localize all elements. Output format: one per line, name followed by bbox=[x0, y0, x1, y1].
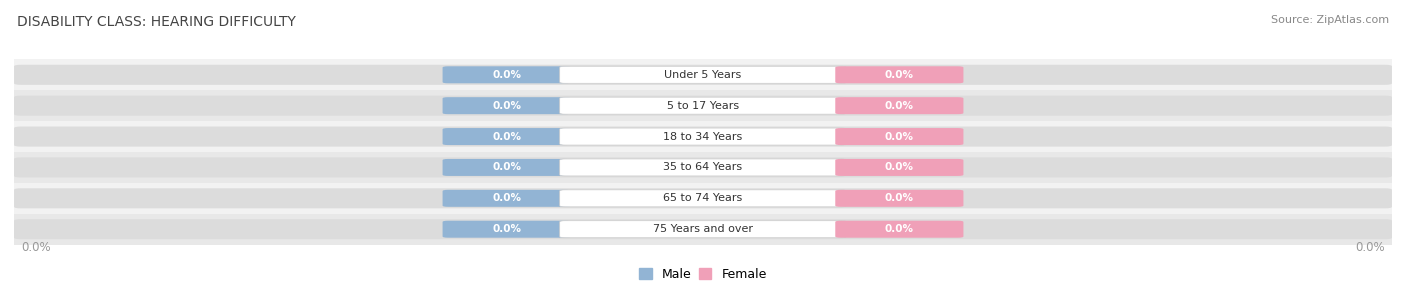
Text: 0.0%: 0.0% bbox=[492, 224, 522, 234]
FancyBboxPatch shape bbox=[443, 128, 571, 145]
Bar bbox=[14, 183, 1392, 214]
Text: 0.0%: 0.0% bbox=[492, 193, 522, 203]
Text: 18 to 34 Years: 18 to 34 Years bbox=[664, 132, 742, 142]
FancyBboxPatch shape bbox=[560, 97, 846, 114]
FancyBboxPatch shape bbox=[14, 157, 1392, 178]
Text: 5 to 17 Years: 5 to 17 Years bbox=[666, 101, 740, 111]
FancyBboxPatch shape bbox=[14, 126, 1392, 147]
Text: 75 Years and over: 75 Years and over bbox=[652, 224, 754, 234]
Bar bbox=[14, 59, 1392, 90]
FancyBboxPatch shape bbox=[835, 159, 963, 176]
FancyBboxPatch shape bbox=[835, 128, 963, 145]
FancyBboxPatch shape bbox=[560, 221, 846, 238]
Text: 65 to 74 Years: 65 to 74 Years bbox=[664, 193, 742, 203]
Text: 0.0%: 0.0% bbox=[884, 162, 914, 172]
FancyBboxPatch shape bbox=[835, 190, 963, 207]
Bar bbox=[14, 90, 1392, 121]
Bar bbox=[14, 214, 1392, 245]
Text: Under 5 Years: Under 5 Years bbox=[665, 70, 741, 80]
FancyBboxPatch shape bbox=[835, 221, 963, 238]
FancyBboxPatch shape bbox=[443, 221, 571, 238]
FancyBboxPatch shape bbox=[560, 128, 846, 145]
Text: 0.0%: 0.0% bbox=[884, 70, 914, 80]
Text: 35 to 64 Years: 35 to 64 Years bbox=[664, 162, 742, 172]
FancyBboxPatch shape bbox=[835, 66, 963, 83]
Text: 0.0%: 0.0% bbox=[884, 193, 914, 203]
FancyBboxPatch shape bbox=[443, 66, 571, 83]
Text: 0.0%: 0.0% bbox=[492, 101, 522, 111]
Text: 0.0%: 0.0% bbox=[492, 132, 522, 142]
Text: 0.0%: 0.0% bbox=[884, 224, 914, 234]
FancyBboxPatch shape bbox=[835, 97, 963, 114]
Text: DISABILITY CLASS: HEARING DIFFICULTY: DISABILITY CLASS: HEARING DIFFICULTY bbox=[17, 15, 295, 29]
Text: Source: ZipAtlas.com: Source: ZipAtlas.com bbox=[1271, 15, 1389, 25]
Text: 0.0%: 0.0% bbox=[21, 241, 51, 254]
FancyBboxPatch shape bbox=[14, 96, 1392, 116]
Text: 0.0%: 0.0% bbox=[492, 70, 522, 80]
Text: 0.0%: 0.0% bbox=[492, 162, 522, 172]
FancyBboxPatch shape bbox=[14, 219, 1392, 239]
Bar bbox=[14, 152, 1392, 183]
Legend: Male, Female: Male, Female bbox=[634, 263, 772, 286]
Text: 0.0%: 0.0% bbox=[884, 132, 914, 142]
FancyBboxPatch shape bbox=[443, 97, 571, 114]
FancyBboxPatch shape bbox=[14, 65, 1392, 85]
FancyBboxPatch shape bbox=[443, 159, 571, 176]
Text: 0.0%: 0.0% bbox=[1355, 241, 1385, 254]
FancyBboxPatch shape bbox=[443, 190, 571, 207]
FancyBboxPatch shape bbox=[560, 190, 846, 207]
FancyBboxPatch shape bbox=[560, 159, 846, 176]
FancyBboxPatch shape bbox=[14, 188, 1392, 208]
Text: 0.0%: 0.0% bbox=[884, 101, 914, 111]
FancyBboxPatch shape bbox=[560, 66, 846, 83]
Bar bbox=[14, 121, 1392, 152]
